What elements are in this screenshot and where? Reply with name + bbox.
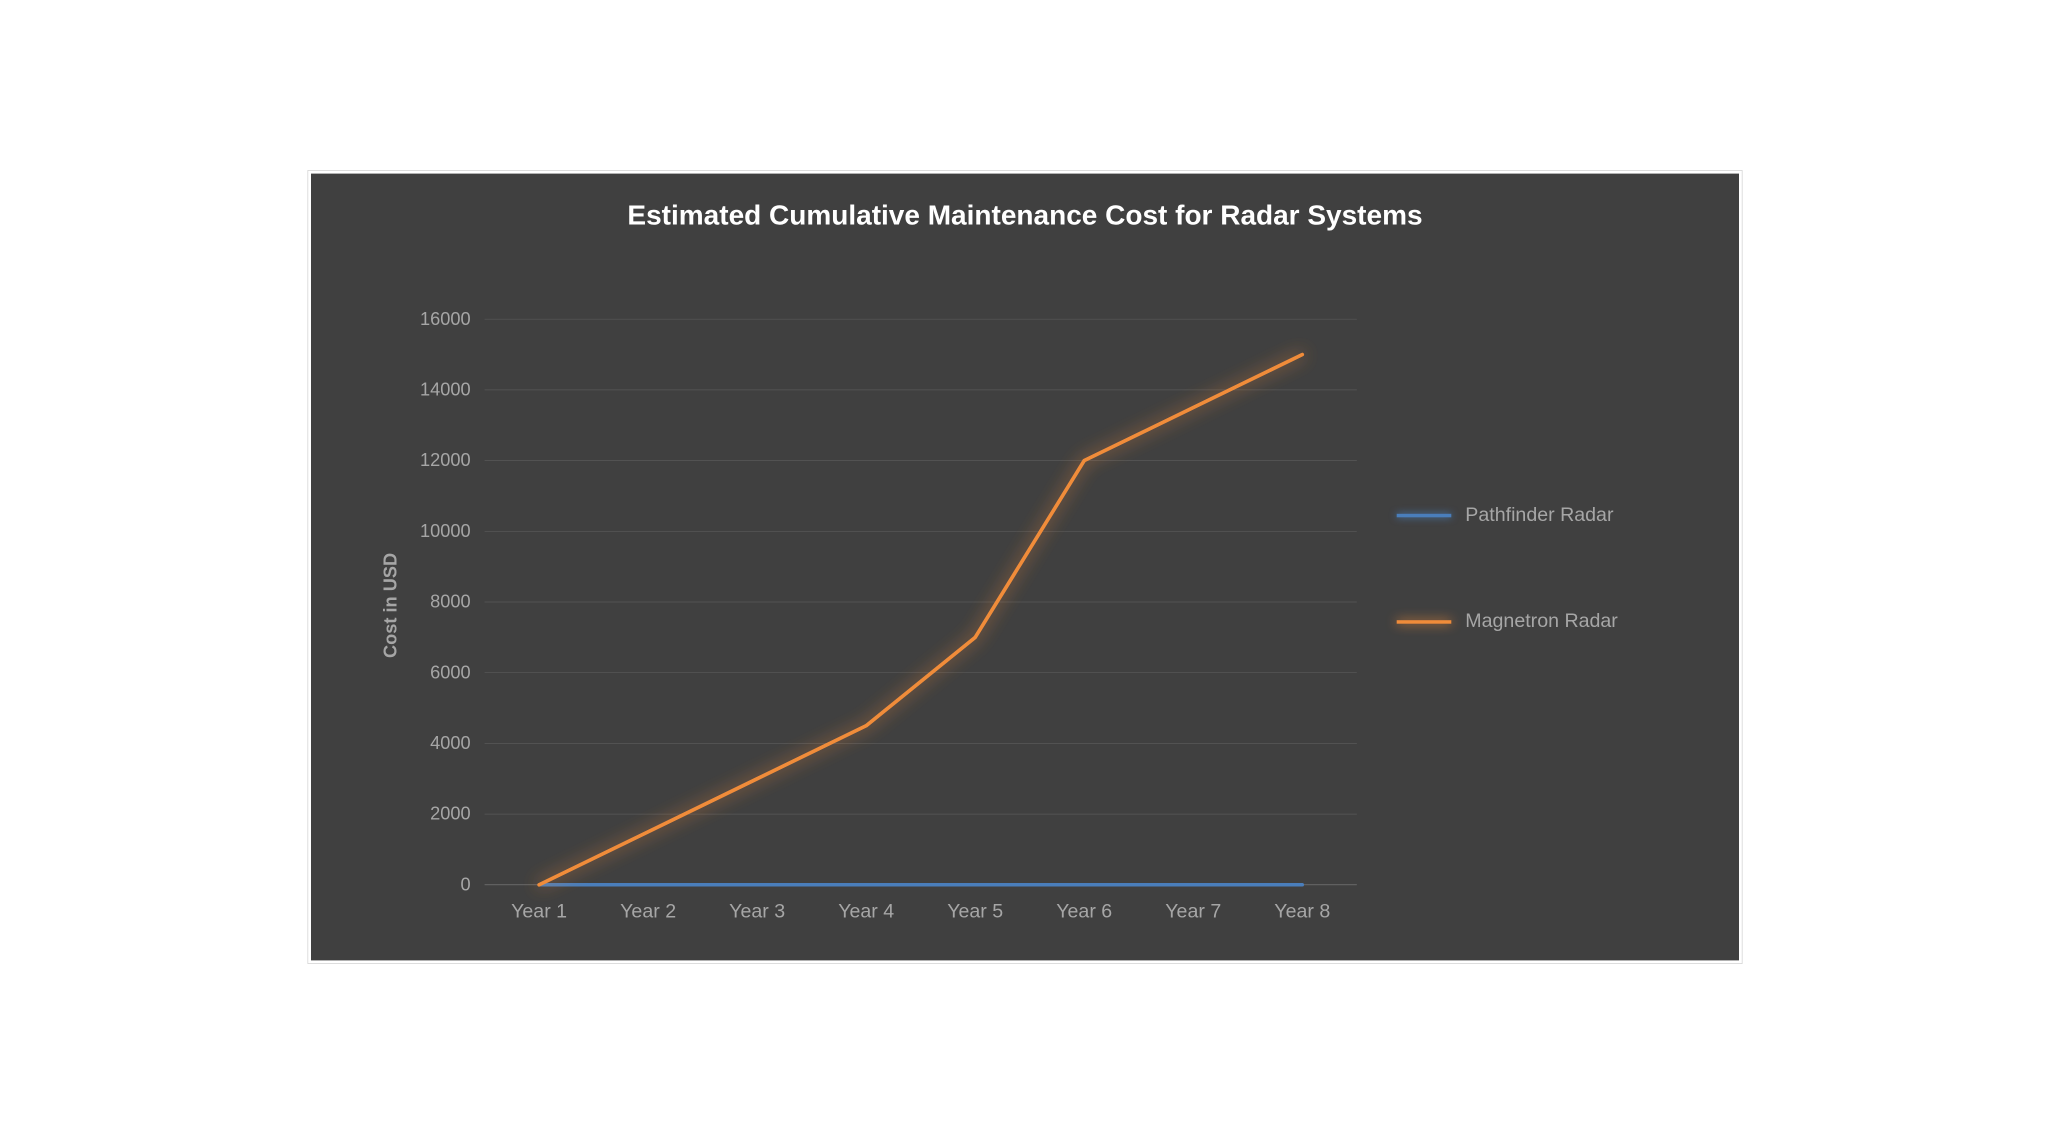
y-tick-label: 16000 [420,308,471,330]
x-tick-label: Year 5 [947,900,1003,922]
y-tick-label: 0 [460,874,470,896]
y-tick-label: 14000 [420,379,471,401]
y-tick-label: 4000 [430,732,470,754]
x-tick-label: Year 1 [511,900,567,922]
chart-svg [308,171,1743,965]
series-glow [539,355,1302,885]
x-tick-label: Year 8 [1274,900,1330,922]
legend-swatch [1397,620,1452,624]
x-tick-label: Year 6 [1056,900,1112,922]
y-tick-label: 10000 [420,520,471,542]
chart-frame: Estimated Cumulative Maintenance Cost fo… [308,170,1743,964]
x-tick-label: Year 2 [620,900,676,922]
series-line-magnetron-radar [539,355,1302,885]
y-tick-label: 2000 [430,803,470,825]
y-tick-label: 12000 [420,449,471,471]
legend-label: Pathfinder Radar [1465,503,1613,525]
legend-swatch [1397,513,1452,517]
y-tick-label: 8000 [430,591,470,613]
x-tick-label: Year 3 [729,900,785,922]
x-tick-label: Year 7 [1165,900,1221,922]
legend-label: Magnetron Radar [1465,609,1618,631]
y-tick-label: 6000 [430,661,470,683]
x-tick-label: Year 4 [838,900,894,922]
